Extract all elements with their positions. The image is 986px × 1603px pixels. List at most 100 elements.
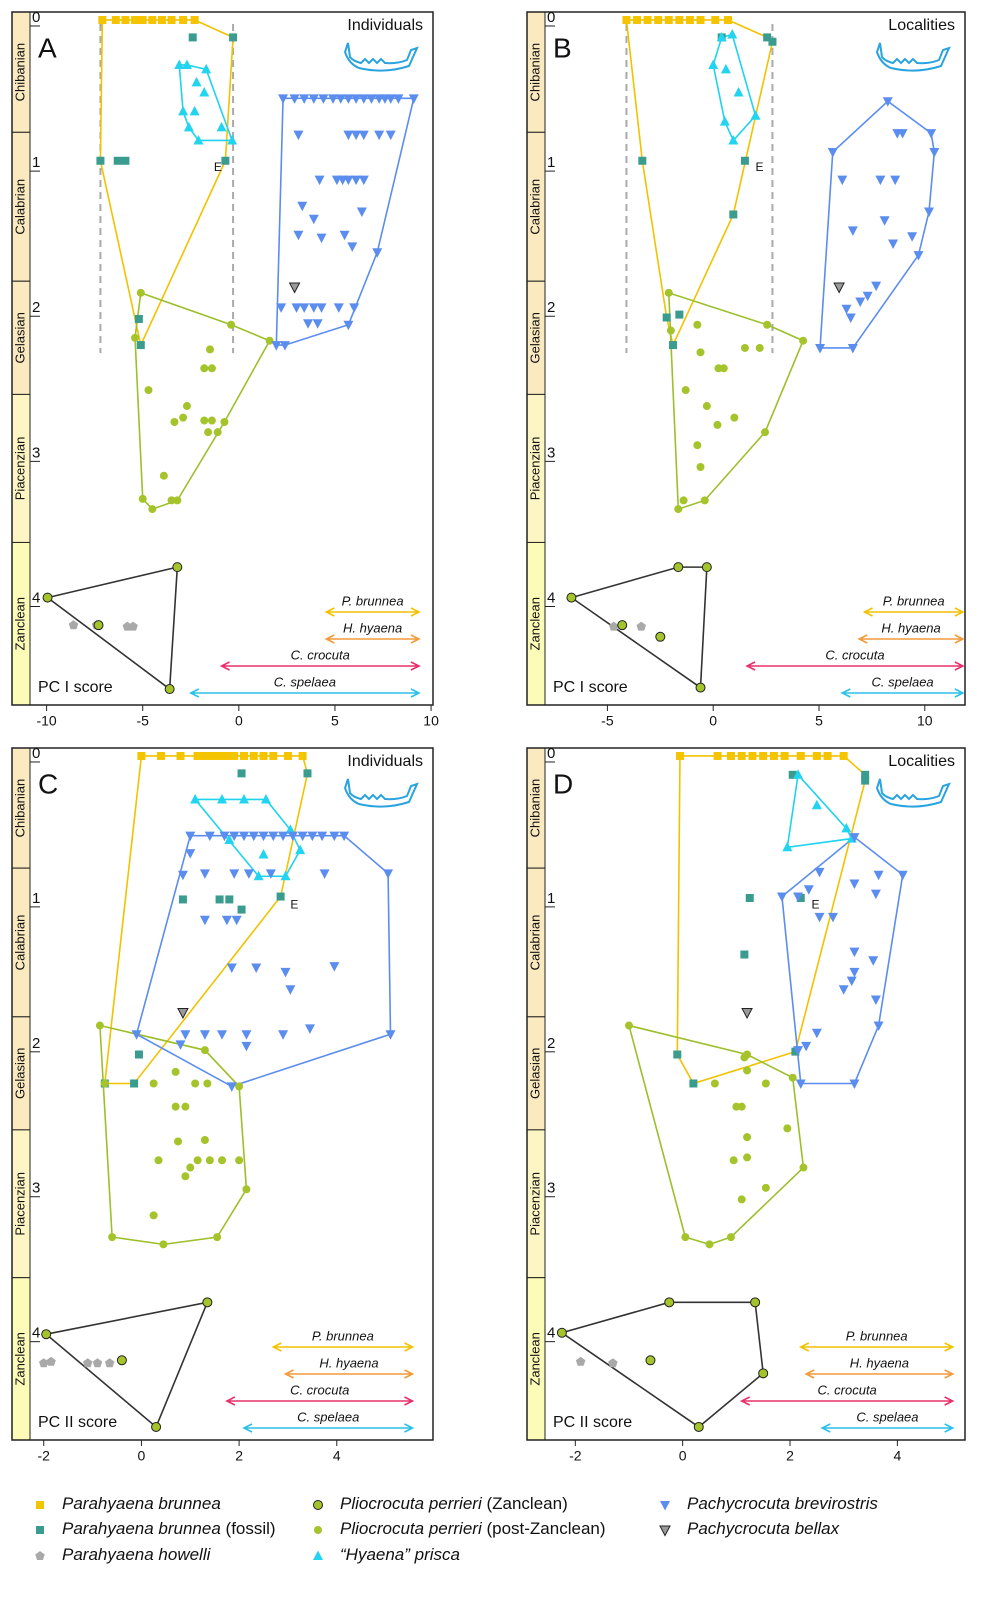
point (199, 87, 210, 97)
x-tick-label: 0 (138, 1448, 146, 1464)
point (131, 1030, 142, 1040)
point (178, 105, 189, 116)
point (351, 175, 362, 186)
panel-letter: D (553, 768, 573, 799)
stage-name: Calabrian (12, 179, 27, 235)
point (170, 417, 179, 426)
point (755, 343, 764, 352)
jaw-icon (343, 778, 419, 808)
stage-name: Chibanian (12, 43, 27, 102)
range-arrow (745, 661, 965, 671)
point (743, 1050, 752, 1059)
point (761, 1079, 770, 1088)
hull (99, 1024, 248, 1246)
point (689, 1079, 698, 1088)
point (278, 94, 289, 104)
legend-name: Pachycrocuta bellax (687, 1519, 840, 1538)
point (144, 386, 153, 395)
point (235, 1082, 244, 1091)
point (224, 834, 235, 845)
plot-frame (526, 11, 966, 706)
y-tick-label: 0 (547, 9, 555, 26)
point (351, 130, 362, 141)
point (871, 281, 882, 292)
point (890, 175, 901, 186)
point (811, 1028, 822, 1039)
legend-name: Pachycrocuta brevirostris (687, 1494, 878, 1513)
range-arrow (804, 1369, 955, 1379)
legend-name: Parahyaena brunnea (62, 1494, 221, 1513)
hull (44, 1301, 209, 1429)
point (837, 175, 848, 186)
point (314, 175, 325, 186)
point (696, 15, 705, 24)
range-arrow (219, 661, 421, 671)
y-tick-label: 1 (547, 154, 555, 171)
point (221, 915, 232, 926)
point (200, 751, 209, 760)
point (116, 1355, 127, 1366)
point (68, 620, 79, 630)
point (317, 831, 328, 842)
point (134, 1050, 143, 1059)
point (248, 831, 259, 842)
point (356, 207, 367, 218)
point (227, 134, 238, 145)
x-tick-label: -2 (38, 1448, 51, 1464)
annotation: E (811, 897, 819, 911)
point (268, 831, 279, 842)
point (761, 1183, 770, 1192)
point (278, 1030, 289, 1040)
point (566, 592, 577, 603)
point (190, 793, 201, 804)
point (130, 1079, 139, 1088)
point (675, 310, 684, 319)
point (287, 831, 298, 842)
point (705, 1240, 714, 1249)
point (178, 895, 187, 904)
point (226, 1082, 237, 1092)
point (339, 831, 350, 842)
point (258, 849, 269, 859)
y-tick-label: 4 (547, 589, 555, 606)
plot-frame (526, 747, 966, 1441)
point (312, 319, 323, 329)
point (799, 1163, 808, 1172)
point (100, 1079, 109, 1088)
point (175, 1040, 186, 1050)
point (213, 428, 222, 437)
point (253, 870, 264, 881)
point (137, 751, 146, 760)
point (679, 496, 688, 505)
legend-label: Pliocrocuta perrieri (post-Zanclean) (340, 1519, 606, 1538)
point (888, 239, 899, 249)
point (383, 869, 394, 879)
x-tick-label: 10 (423, 713, 439, 729)
point (713, 420, 722, 429)
hull (819, 100, 936, 349)
x-tick-label: -5 (136, 713, 149, 729)
point (38, 1358, 49, 1368)
range-arrow (271, 1342, 415, 1352)
range-label: C. crocuta (825, 647, 884, 662)
stage-name: Gelasian (12, 312, 27, 363)
point (167, 496, 176, 505)
point (190, 15, 199, 24)
point (349, 303, 360, 313)
point (226, 963, 237, 974)
point (374, 130, 385, 141)
point (200, 416, 209, 425)
point (304, 1024, 315, 1034)
point (271, 341, 282, 351)
point (208, 751, 217, 760)
point (222, 751, 231, 760)
point (791, 1047, 800, 1056)
point (259, 751, 268, 760)
point (203, 1079, 212, 1088)
point (796, 751, 805, 760)
point (280, 967, 291, 978)
range-arrow (820, 1423, 955, 1433)
point (154, 1156, 163, 1165)
point (113, 156, 122, 165)
stage-name: Calabrian (527, 179, 542, 235)
